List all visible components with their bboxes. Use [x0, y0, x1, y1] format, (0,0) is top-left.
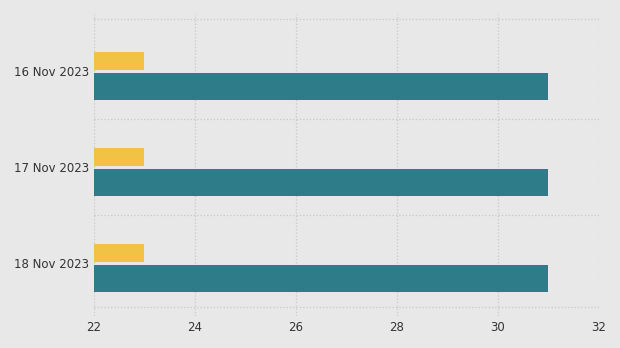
Bar [94, 148, 144, 166]
Bar [94, 266, 548, 292]
Bar [94, 52, 144, 70]
Bar [94, 169, 548, 196]
Bar [94, 73, 548, 100]
Bar [94, 244, 144, 262]
